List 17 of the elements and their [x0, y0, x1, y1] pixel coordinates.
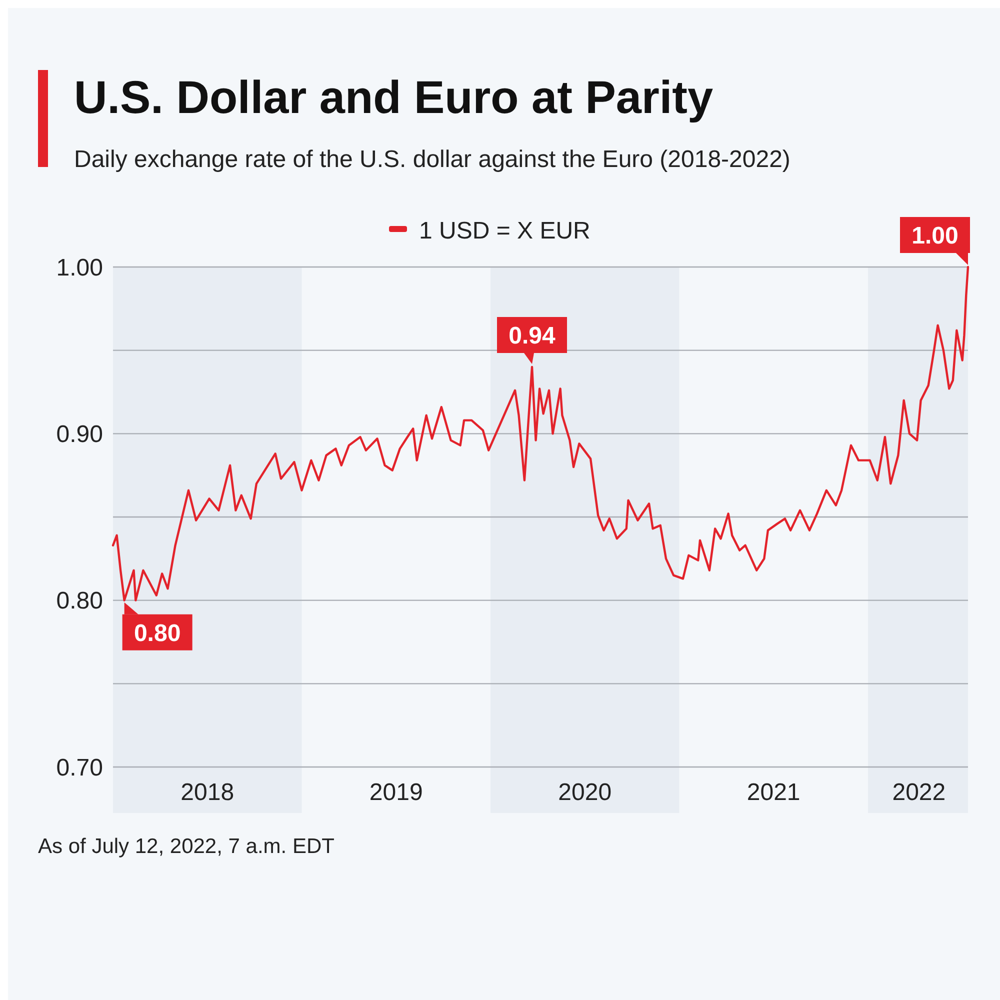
x-tick-label: 2021 [746, 779, 800, 806]
annotation: 0.94 [508, 322, 556, 350]
x-tick-label: 2019 [369, 779, 423, 806]
x-tick-label: 2020 [558, 779, 612, 806]
y-tick-label: 0.90 [56, 421, 103, 448]
chart-title: U.S. Dollar and Euro at Parity [74, 71, 714, 123]
y-tick-label: 1.00 [56, 254, 103, 282]
y-tick-label: 0.70 [56, 754, 103, 782]
chart-subtitle: Daily exchange rate of the U.S. dollar against the Euro (2018-2022) [74, 146, 790, 173]
line-series [112, 266, 970, 602]
text: As of July 12, 2022, 7 a.m. EDT [38, 835, 335, 858]
x-tick-label: 2022 [892, 779, 946, 806]
legend-label: 1 USD = X EUR [419, 217, 590, 244]
annotation: 1.00 [912, 222, 958, 250]
y-tick-label: 0.80 [56, 588, 103, 615]
x-tick-label: 2018 [180, 779, 234, 806]
annotation: 0.80 [134, 620, 181, 647]
